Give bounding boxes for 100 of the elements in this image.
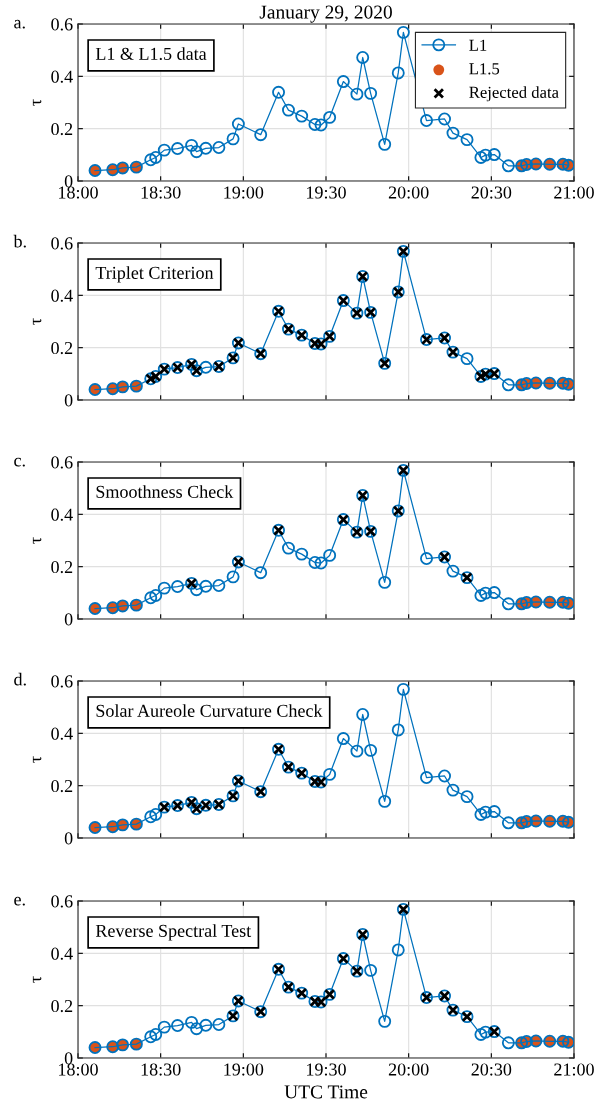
point [391,723,405,737]
point [185,1015,199,1029]
point [391,943,405,957]
point [460,133,474,147]
x-tick-label: 20:30 [471,1063,512,1076]
y-tick-label: 0.4 [51,508,73,521]
point [144,1030,158,1044]
point [272,85,286,99]
point [501,378,515,392]
y-tick-label: 0.4 [51,289,73,302]
point [460,790,474,804]
annotation: Reverse Spectral Test [95,924,252,941]
text: a. [14,19,25,29]
chart-title: January 29, 2020 [259,5,392,23]
point [295,547,309,561]
point [190,145,204,159]
point [254,566,268,580]
point [487,148,501,162]
point [308,118,322,131]
x-tick-label: 19:30 [307,1063,346,1076]
point [157,581,171,595]
y-axis-title: τ [32,976,42,983]
point [149,150,163,164]
y-tick-label: 0.6 [51,895,73,908]
y-tick-label: 0 [64,175,73,188]
x-axis-title: UTC Time [284,1085,368,1099]
point [282,103,295,117]
point [446,783,460,797]
point [199,1018,213,1032]
point [226,570,240,584]
point [157,143,171,157]
point [295,109,309,123]
y-tick-label: 0.4 [51,947,73,960]
legend-label: Rejected data [469,86,559,102]
point [231,117,245,131]
point [396,682,410,696]
point [314,556,328,570]
point [323,767,337,781]
point [144,591,158,605]
annotation: Triplet Criterion [95,266,214,283]
x-tick-label: 21:00 [554,186,594,199]
point [479,586,493,600]
point [144,810,158,824]
y-tick-label: 0 [64,1052,73,1065]
y-tick-label: 0.6 [51,18,73,31]
legend-label: L1.5 [469,63,500,75]
y-axis-title: τ [32,318,42,325]
point [323,110,337,124]
point [420,552,433,566]
text: c. [14,457,25,467]
point [364,743,378,757]
point [212,579,226,592]
point [391,66,405,80]
point [336,732,350,746]
point [479,1025,493,1039]
point [474,807,488,821]
y-tick-label: 0.2 [51,779,73,793]
text: d. [14,672,26,686]
x-tick-label: 20:30 [471,186,512,199]
point [199,360,213,374]
text: e. [14,896,25,906]
point [474,588,488,602]
point [308,556,322,569]
point [171,580,184,594]
point [171,1019,184,1033]
point [378,575,392,589]
point [190,1022,204,1036]
point [212,1018,226,1031]
y-axis-title: τ [32,537,42,544]
point [474,150,488,164]
x-tick-label: 18:30 [141,1063,181,1076]
point [323,548,337,562]
point [420,114,433,128]
point [149,1027,163,1041]
legend-label: L1 [469,39,487,51]
point [314,118,328,132]
point [460,352,474,366]
point [474,1027,488,1041]
y-tick-label: 0 [64,832,73,845]
y-axis-title: τ [32,756,42,763]
x-tick-label: 20:00 [388,186,429,199]
y-tick-label: 0 [64,613,73,626]
point [396,25,410,39]
y-tick-label: 0.6 [51,675,73,688]
point [487,586,501,600]
point [479,805,493,819]
point [438,112,452,126]
point [350,87,364,101]
point [171,142,184,156]
y-axis-title: τ [32,99,42,106]
x-tick-label: 18:30 [141,186,181,199]
point [144,153,158,167]
y-tick-label: 0.2 [51,560,73,574]
point [350,744,364,758]
point [446,564,460,578]
point [199,141,213,155]
point [199,579,213,593]
point [226,132,240,146]
x-tick-label: 20:00 [388,1063,429,1076]
annotation: L1 & L1.5 data [95,47,207,60]
